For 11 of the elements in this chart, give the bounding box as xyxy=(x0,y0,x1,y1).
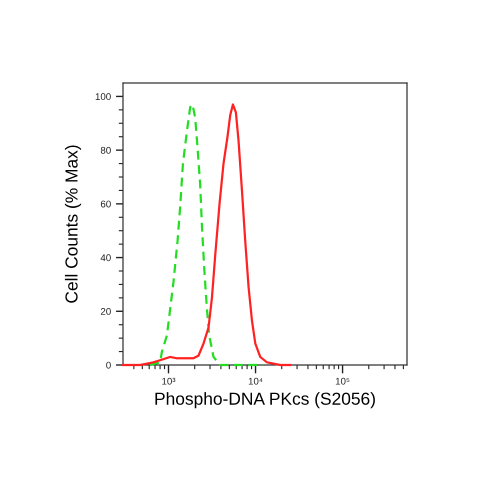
y-tick-label: 40 xyxy=(100,254,111,262)
y-axis-title: Cell Counts (% Max) xyxy=(64,145,82,303)
x-tick-label: 10⁵ xyxy=(336,378,350,385)
y-tick-label: 100 xyxy=(96,93,111,100)
x-axis-title: Phospho-DNA PKcs (S2056) xyxy=(155,392,375,408)
y-tick-label: 80 xyxy=(100,146,111,154)
y-tick-label: 60 xyxy=(100,200,111,208)
x-tick-label: 10⁴ xyxy=(248,378,263,385)
x-tick-label: 10³ xyxy=(162,378,176,385)
y-tick-label: 20 xyxy=(100,308,111,315)
y-tick-label: 0 xyxy=(106,362,111,369)
